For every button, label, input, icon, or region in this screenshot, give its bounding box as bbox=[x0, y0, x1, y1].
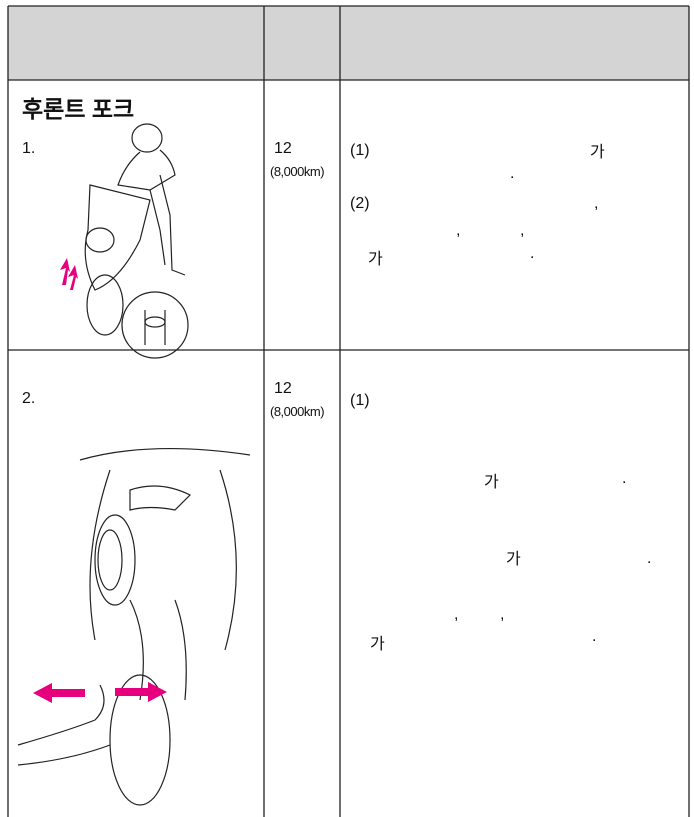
note: 가 bbox=[590, 144, 605, 161]
note: , bbox=[594, 195, 599, 212]
illustration-rider bbox=[84, 123, 189, 359]
note: . bbox=[647, 550, 652, 567]
illustration-front bbox=[17, 447, 251, 806]
note: . bbox=[592, 628, 597, 645]
note: 가 bbox=[506, 551, 521, 568]
note: , bbox=[454, 606, 459, 623]
note: (1) bbox=[350, 142, 370, 159]
item-number: 1. bbox=[22, 140, 36, 157]
section-title: 후론트 포크 bbox=[22, 96, 135, 122]
note: 가 bbox=[370, 636, 385, 653]
note: (2) bbox=[350, 195, 370, 212]
item-number: 2. bbox=[22, 390, 36, 407]
interval: 12 bbox=[274, 380, 292, 397]
note: , bbox=[500, 606, 505, 623]
arrows-2 bbox=[33, 682, 167, 703]
header-row bbox=[8, 6, 689, 80]
arrows-1 bbox=[60, 258, 78, 290]
note: . bbox=[530, 245, 535, 262]
distance: (8,000km) bbox=[270, 164, 325, 179]
note: (1) bbox=[350, 392, 370, 409]
note: . bbox=[622, 470, 627, 487]
note: . bbox=[510, 165, 515, 182]
note: 가 bbox=[484, 474, 499, 491]
note: , bbox=[456, 222, 461, 239]
note: , bbox=[520, 222, 525, 239]
distance: (8,000km) bbox=[270, 404, 325, 419]
interval: 12 bbox=[274, 140, 292, 157]
note: 가 bbox=[368, 251, 383, 268]
